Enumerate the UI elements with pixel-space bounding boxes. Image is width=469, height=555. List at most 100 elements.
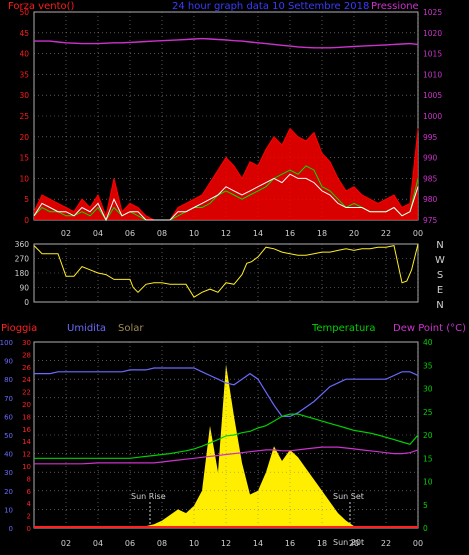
humidity-tick-label: 70 [4,395,13,403]
time-tick-label: 00 [413,229,423,238]
temperature-tick-label: 30 [423,385,433,394]
rain-tick-label: 22 [22,389,31,397]
temperature-humidity-series [34,367,419,528]
temperature-line [34,413,419,459]
rain-tick-label: 2 [27,513,31,521]
temperature-axis-ticks: 0 5 10 15 20 25 30 35 40 [423,338,433,533]
bottom-time-axis-ticks: 02 04 06 08 10 12 14 16 18 20 22 00 [61,539,423,548]
temperature-tick-label: 20 [423,431,433,440]
temperature-tick-label: 40 [423,338,433,347]
humidity-tick-label: 100 [0,339,13,347]
wind-direction-ticks: 0 90 180 270 360 [15,240,30,307]
top-time-axis-ticks: 02 04 06 08 10 12 14 16 18 20 22 00 [61,229,423,238]
pressure-tick-label: 1000 [423,112,442,121]
wind-tick-label: 10 [19,174,29,183]
rain-tick-label: 16 [22,426,31,434]
sunset-time-label: Sun 20t [333,538,364,547]
wind-tick-label: 15 [19,154,29,163]
legend-dewpoint: Dew Point (°C) [393,323,466,334]
pressure-axis-label: Pressione [371,1,419,12]
direction-tick-label: 90 [19,284,29,293]
time-tick-label: 08 [157,539,167,548]
wind-pressure-series [33,37,419,222]
humidity-tick-label: 80 [4,376,13,384]
temperature-tick-label: 0 [423,524,428,533]
direction-tick-label: 360 [15,240,30,249]
time-tick-label: 08 [157,229,167,238]
rain-tick-label: 24 [22,376,31,384]
wind-direction-line [33,243,419,298]
time-tick-label: 02 [61,229,71,238]
sunrise-label: Sun Rise [131,492,166,501]
pressure-tick-label: 1015 [423,50,442,59]
compass-label: S [437,270,443,281]
wind-tick-label: 50 [19,8,29,17]
time-tick-label: 20 [349,229,359,238]
pressure-tick-label: 990 [423,154,438,163]
humidity-tick-label: 10 [4,506,13,514]
sunset-label: Sun Set [333,492,364,501]
direction-tick-label: 0 [24,298,29,307]
humidity-tick-label: 50 [4,432,13,440]
time-tick-label: 12 [221,229,231,238]
rain-tick-label: 0 [27,525,31,533]
wind-tick-label: 45 [19,29,29,38]
pressure-tick-label: 995 [423,133,438,142]
time-tick-label: 14 [253,229,263,238]
time-tick-label: 16 [285,229,295,238]
pressure-line [34,37,419,49]
rain-tick-label: 28 [22,351,31,359]
temperature-tick-label: 35 [423,361,433,370]
time-tick-label: 22 [381,229,391,238]
humidity-tick-label: 40 [4,451,13,459]
gust-area [34,128,418,220]
humidity-tick-label: 0 [9,525,13,533]
humidity-tick-label: 60 [4,413,13,421]
speed-line [33,173,419,222]
time-tick-label: 18 [317,229,327,238]
wind-direction-series [33,243,419,298]
rain-tick-label: 4 [27,500,32,508]
wind-tick-label: 0 [24,216,29,225]
time-tick-label: 06 [125,229,135,238]
rain-tick-label: 10 [22,463,31,471]
rain-tick-label: 20 [22,401,31,409]
rain-tick-label: 8 [27,475,31,483]
rain-tick-label: 18 [22,413,31,421]
pressure-tick-label: 1025 [423,8,442,17]
wind-tick-label: 5 [24,195,29,204]
dewpoint-line [34,446,419,465]
humidity-axis-ticks: 0 10 20 30 40 50 60 70 80 90 100 [0,339,13,533]
temperature-tick-label: 15 [423,454,433,463]
time-tick-label: 20 [349,539,359,548]
time-tick-label: 00 [413,539,423,548]
humidity-line [34,367,419,417]
compass-label: W [435,255,445,266]
temperature-tick-label: 25 [423,408,433,417]
wind-axis-label: Forza vento() [8,1,75,12]
pressure-tick-label: 975 [423,216,438,225]
humidity-tick-label: 90 [4,358,13,366]
time-tick-label: 22 [381,539,391,548]
legend-humidity: Umidita [67,323,106,334]
time-tick-label: 14 [253,539,263,548]
compass-label: E [437,285,443,296]
time-tick-label: 10 [189,539,199,548]
rain-tick-label: 12 [22,451,31,459]
pressure-tick-label: 1005 [423,91,442,100]
compass-label: N [436,240,443,251]
pressure-tick-label: 1020 [423,29,442,38]
pressure-tick-label: 1010 [423,70,442,79]
humidity-tick-label: 20 [4,488,13,496]
wind-tick-label: 40 [19,50,29,59]
gust-line [33,127,419,221]
temperature-tick-label: 5 [423,501,428,510]
rain-tick-label: 14 [22,438,31,446]
time-tick-label: 12 [221,539,231,548]
chart-title: 24 hour graph data 10 Settembre 2018 [172,1,369,12]
